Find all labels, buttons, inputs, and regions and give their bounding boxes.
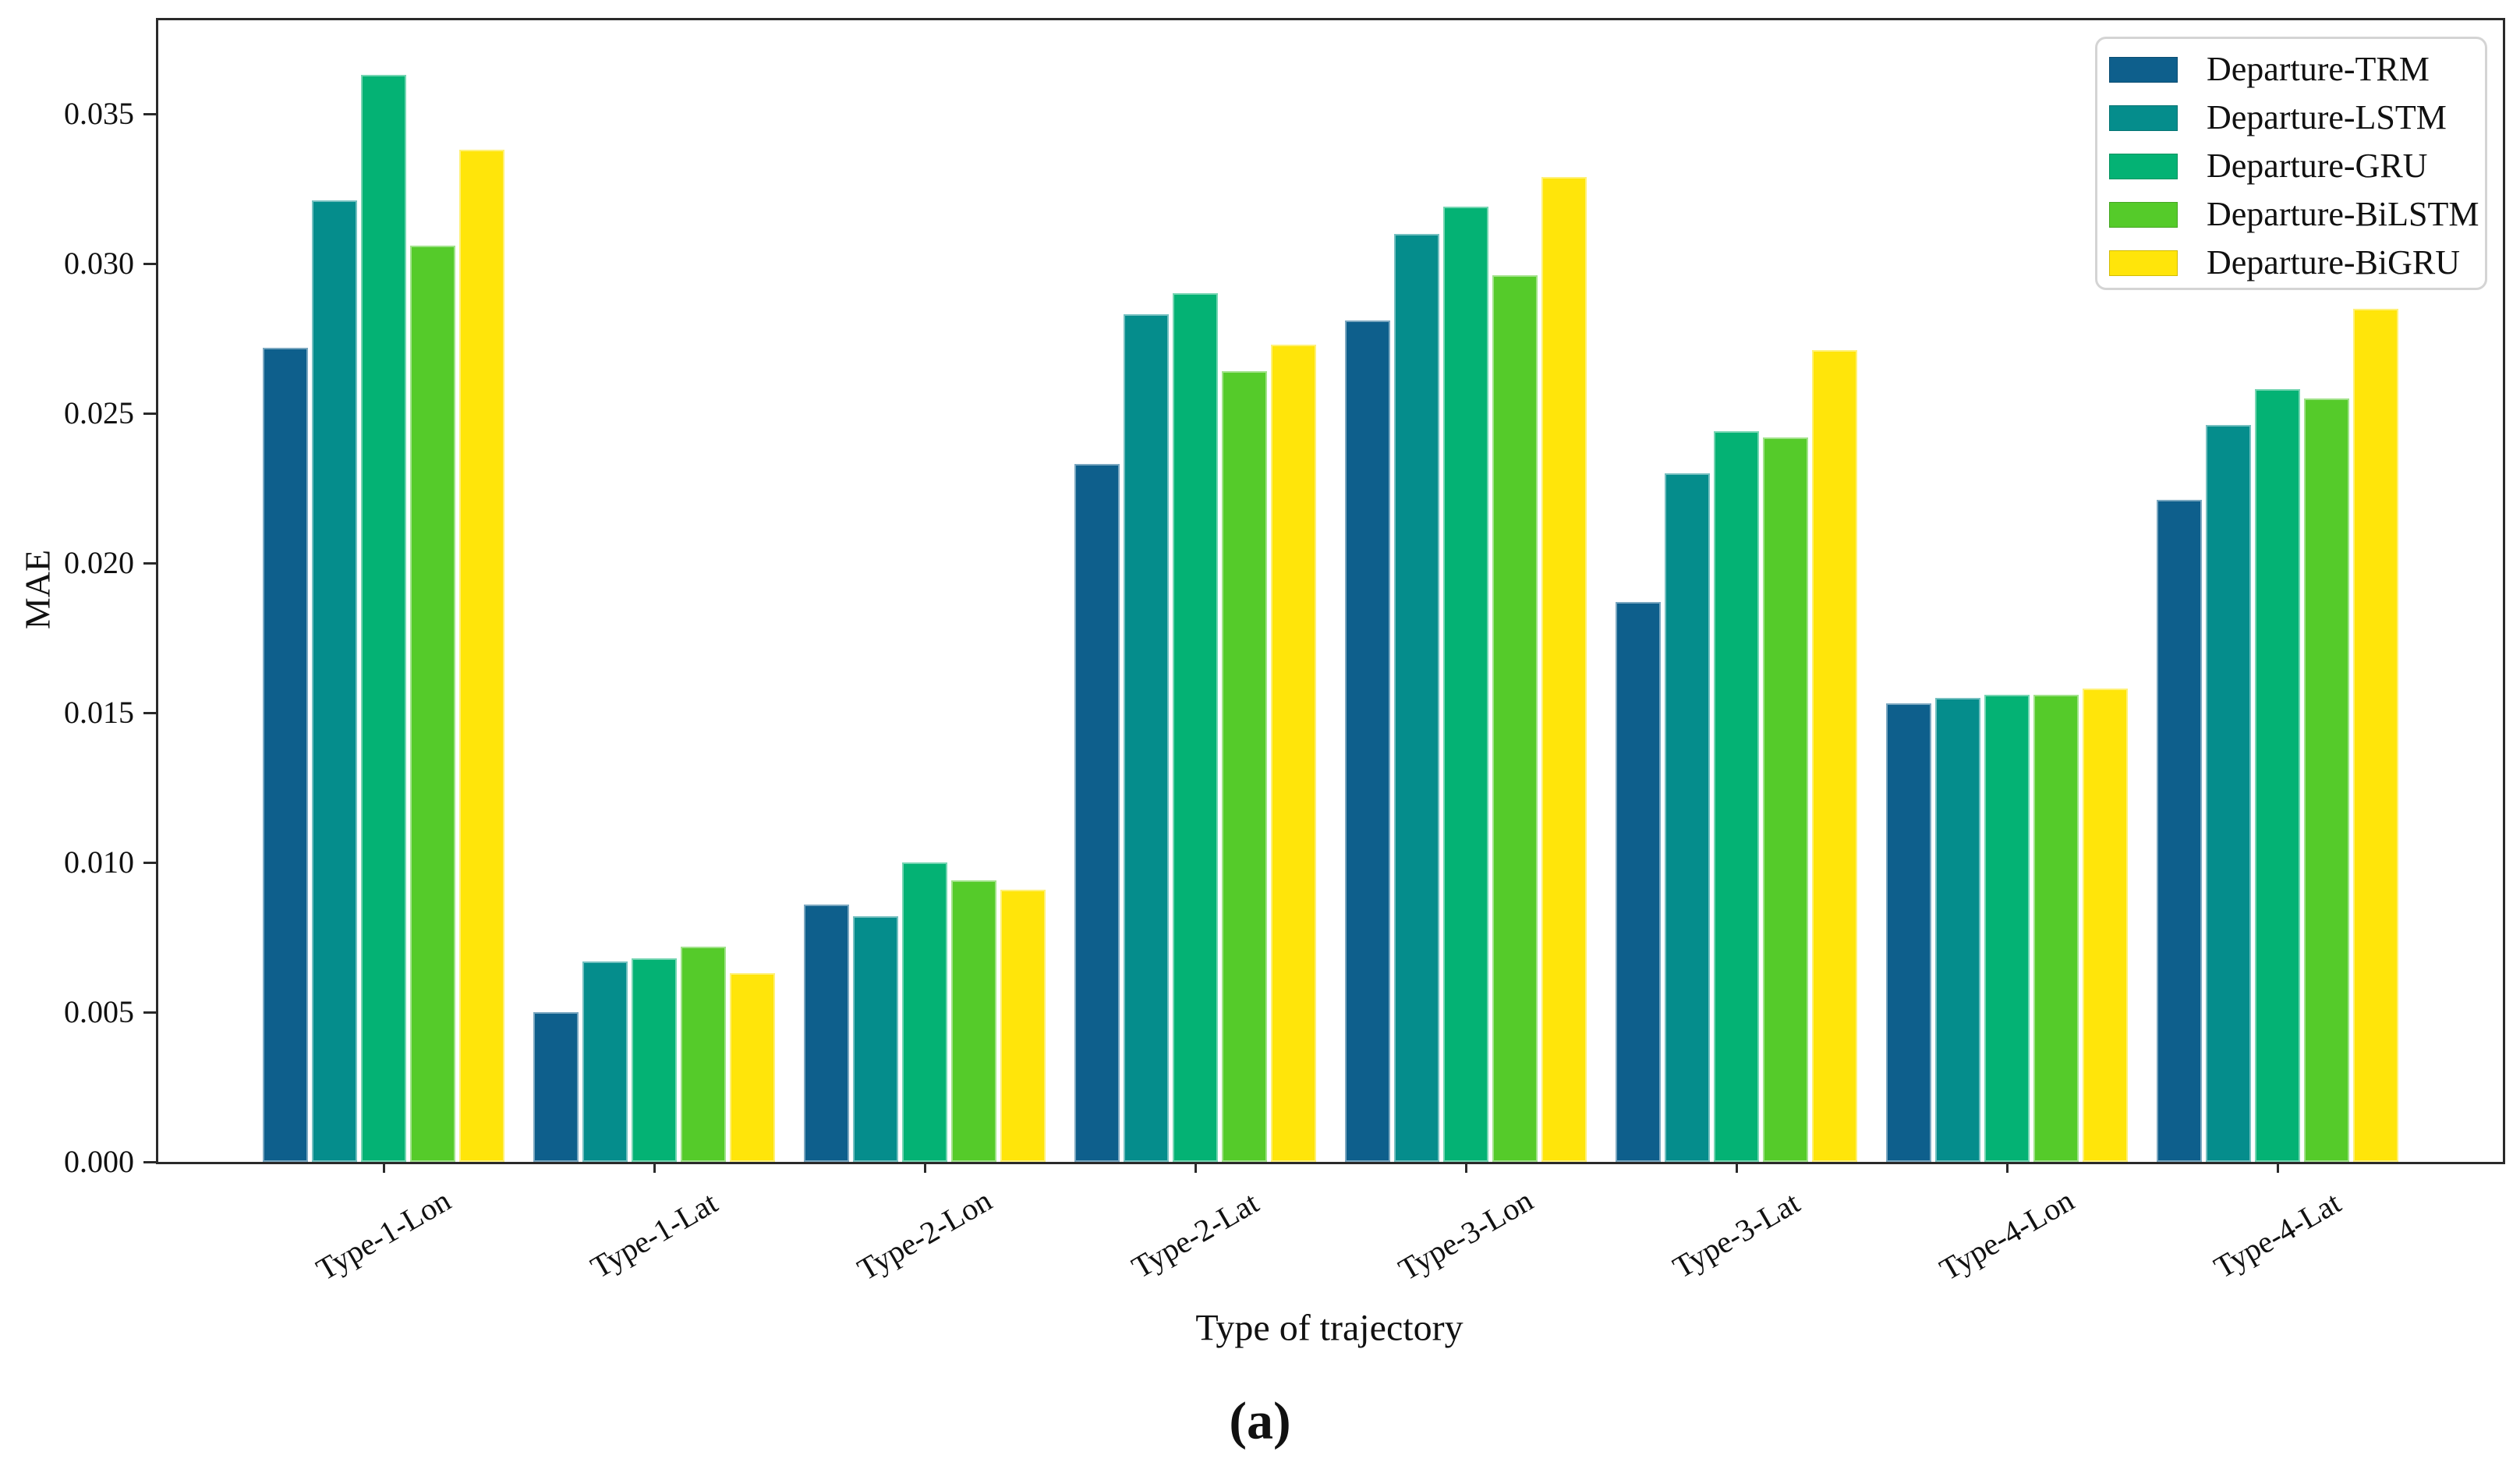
x-axis-title: Type of trajectory bbox=[1195, 1307, 1464, 1349]
x-tick-mark bbox=[923, 1162, 926, 1173]
bar-departure-gru-type-2-lat bbox=[1173, 293, 1218, 1162]
y-tick-mark bbox=[143, 112, 156, 115]
y-tick-mark bbox=[143, 711, 156, 714]
x-tick-mark bbox=[1464, 1162, 1467, 1173]
bar-departure-bilstm-type-1-lat bbox=[681, 946, 726, 1162]
bar-departure-trm-type-2-lon bbox=[804, 904, 849, 1162]
legend-label: Departure-GRU bbox=[2207, 147, 2428, 185]
legend-swatch-departure-bigru bbox=[2109, 250, 2178, 276]
legend-swatch-departure-gru bbox=[2109, 153, 2178, 179]
bar-departure-bigru-type-2-lat bbox=[1271, 344, 1316, 1162]
legend-label: Departure-LSTM bbox=[2207, 98, 2447, 136]
legend-swatch-departure-trm bbox=[2109, 56, 2178, 83]
bar-departure-bigru-type-2-lon bbox=[1000, 889, 1046, 1162]
y-tick-label: 0.000 bbox=[64, 1144, 134, 1179]
x-tick-mark bbox=[2005, 1162, 2009, 1173]
bar-departure-lstm-type-3-lat bbox=[1665, 473, 1710, 1162]
x-tick-mark bbox=[1735, 1162, 1738, 1173]
legend-item-departure-gru: Departure-GRU bbox=[2109, 142, 2485, 190]
x-tick-label: Type-1-Lon bbox=[310, 1182, 457, 1287]
x-tick-label: Type-2-Lon bbox=[851, 1182, 998, 1287]
y-tick-mark bbox=[143, 1011, 156, 1014]
bar-departure-lstm-type-4-lat bbox=[2206, 425, 2251, 1162]
y-axis-title: MAE bbox=[17, 549, 58, 630]
bar-departure-lstm-type-4-lon bbox=[1935, 697, 1980, 1162]
bar-departure-bilstm-type-3-lon bbox=[1492, 275, 1538, 1162]
legend-item-departure-bilstm: Departure-BiLSTM bbox=[2109, 190, 2485, 239]
x-tick-mark bbox=[382, 1162, 385, 1173]
bar-departure-gru-type-4-lat bbox=[2255, 389, 2300, 1162]
x-tick-mark bbox=[653, 1162, 656, 1173]
legend-swatch-departure-bilstm bbox=[2109, 201, 2178, 228]
y-tick-mark bbox=[143, 861, 156, 864]
bar-departure-trm-type-1-lon bbox=[263, 347, 308, 1162]
bar-departure-lstm-type-1-lon bbox=[312, 200, 357, 1162]
x-tick-label: Type-2-Lat bbox=[1125, 1184, 1265, 1285]
y-tick-label: 0.005 bbox=[64, 994, 134, 1029]
bar-departure-trm-type-4-lat bbox=[2157, 500, 2202, 1162]
bar-departure-bilstm-type-2-lat bbox=[1222, 371, 1267, 1162]
legend: Departure-TRM Departure-LSTM Departure-GRU… bbox=[2095, 37, 2487, 290]
bar-departure-lstm-type-2-lon bbox=[853, 916, 898, 1162]
x-tick-mark bbox=[1194, 1162, 1197, 1173]
bar-departure-gru-type-3-lat bbox=[1714, 431, 1759, 1162]
legend-item-departure-lstm: Departure-LSTM bbox=[2109, 94, 2485, 142]
legend-item-departure-bigru: Departure-BiGRU bbox=[2109, 239, 2485, 287]
bar-departure-bigru-type-1-lat bbox=[730, 973, 775, 1162]
bar-departure-bigru-type-3-lon bbox=[1541, 176, 1587, 1162]
x-tick-label: Type-4-Lon bbox=[1934, 1182, 2080, 1287]
legend-label: Departure-TRM bbox=[2207, 50, 2430, 88]
y-tick-label: 0.010 bbox=[64, 844, 134, 880]
legend-swatch-departure-lstm bbox=[2109, 104, 2178, 131]
bar-departure-bilstm-type-1-lon bbox=[410, 245, 455, 1162]
bar-departure-gru-type-1-lon bbox=[361, 75, 406, 1162]
bar-departure-gru-type-4-lon bbox=[1984, 694, 2030, 1162]
y-tick-mark bbox=[143, 1160, 156, 1163]
legend-label: Departure-BiLSTM bbox=[2207, 195, 2479, 233]
figure-caption: (a) bbox=[1229, 1390, 1291, 1450]
y-tick-label: 0.030 bbox=[64, 246, 134, 281]
bar-departure-lstm-type-2-lat bbox=[1124, 314, 1169, 1162]
bar-departure-bigru-type-4-lon bbox=[2083, 689, 2128, 1162]
y-tick-label: 0.025 bbox=[64, 395, 134, 430]
bar-departure-trm-type-3-lat bbox=[1616, 601, 1661, 1162]
bar-departure-bigru-type-4-lat bbox=[2353, 308, 2398, 1162]
bar-departure-bigru-type-3-lat bbox=[1812, 350, 1857, 1162]
bar-departure-bilstm-type-3-lat bbox=[1763, 437, 1808, 1162]
x-tick-label: Type-3-Lat bbox=[1666, 1184, 1806, 1285]
bar-departure-lstm-type-1-lat bbox=[582, 961, 628, 1162]
bar-departure-bilstm-type-2-lon bbox=[951, 880, 996, 1162]
bar-departure-lstm-type-3-lon bbox=[1394, 233, 1439, 1162]
bar-departure-gru-type-2-lon bbox=[902, 862, 947, 1162]
y-tick-label: 0.015 bbox=[64, 695, 134, 730]
bar-departure-trm-type-1-lat bbox=[533, 1012, 579, 1162]
y-tick-mark bbox=[143, 262, 156, 265]
bar-departure-bilstm-type-4-lon bbox=[2033, 694, 2079, 1162]
x-tick-mark bbox=[2276, 1162, 2279, 1173]
x-tick-label: Type-1-Lat bbox=[584, 1184, 724, 1285]
y-tick-mark bbox=[143, 412, 156, 415]
legend-item-departure-trm: Departure-TRM bbox=[2109, 45, 2485, 94]
y-tick-label: 0.035 bbox=[64, 96, 134, 131]
x-tick-label: Type-3-Lon bbox=[1393, 1182, 1539, 1287]
bar-departure-trm-type-2-lat bbox=[1074, 464, 1120, 1162]
bar-departure-gru-type-3-lon bbox=[1443, 207, 1488, 1162]
bar-departure-bigru-type-1-lon bbox=[459, 150, 504, 1162]
bar-departure-gru-type-1-lat bbox=[632, 958, 677, 1162]
bar-departure-trm-type-4-lon bbox=[1886, 703, 1931, 1162]
x-tick-label: Type-4-Lat bbox=[2207, 1184, 2347, 1285]
y-tick-label: 0.020 bbox=[64, 545, 134, 580]
bar-departure-trm-type-3-lon bbox=[1345, 320, 1390, 1162]
y-tick-mark bbox=[143, 561, 156, 565]
legend-label: Departure-BiGRU bbox=[2207, 243, 2461, 281]
bar-departure-bilstm-type-4-lat bbox=[2304, 398, 2349, 1162]
